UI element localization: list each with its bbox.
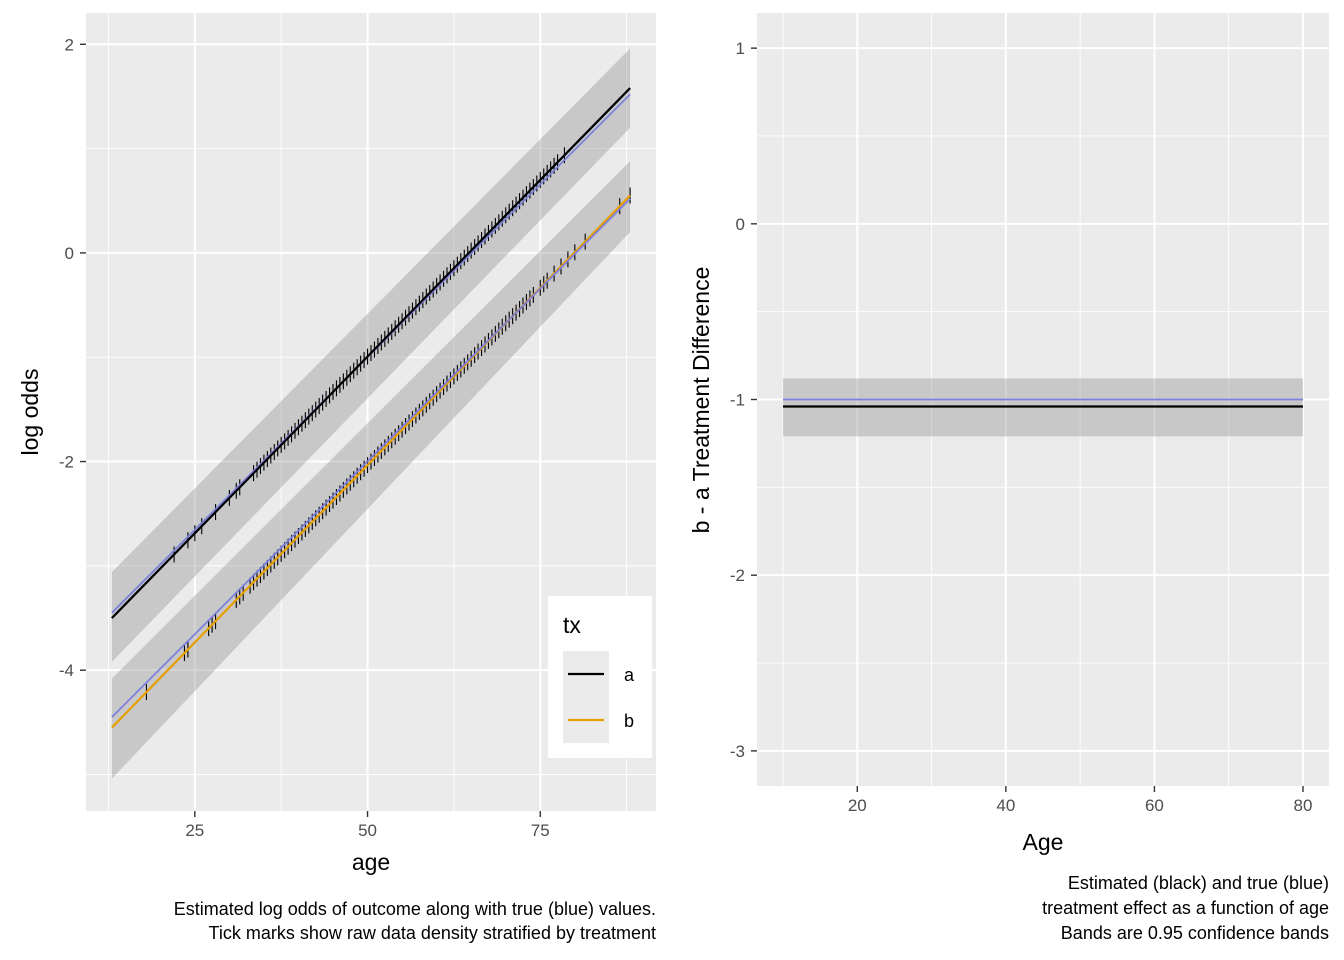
confidence-band-b xyxy=(111,161,631,779)
legend-label-b: b xyxy=(624,711,634,731)
legend: tx a b xyxy=(548,596,652,758)
y-tick-label: 0 xyxy=(65,244,74,263)
series-lines xyxy=(783,398,1303,408)
axes: 25 50 75 2 0 -2 -4 xyxy=(59,35,550,840)
y-tick-label: -2 xyxy=(59,453,74,472)
y-tick-label: -4 xyxy=(59,661,74,680)
caption-line-1: Estimated log odds of outcome along with… xyxy=(174,899,656,919)
y-axis-title: log odds xyxy=(17,369,43,456)
series-lines xyxy=(111,87,631,729)
x-tick-label: 60 xyxy=(1145,796,1164,815)
estimate-line-a-top xyxy=(111,87,631,619)
x-tick-label: 25 xyxy=(185,821,204,840)
x-tick-label: 75 xyxy=(531,821,550,840)
y-tick-label: 1 xyxy=(736,39,745,58)
y-tick-label: -2 xyxy=(730,566,745,585)
x-tick-label: 80 xyxy=(1294,796,1313,815)
x-tick-label: 50 xyxy=(358,821,377,840)
caption-line-3: Bands are 0.95 confidence bands xyxy=(1061,923,1329,943)
true-value-line xyxy=(111,198,631,718)
x-tick-label: 40 xyxy=(996,796,1015,815)
caption-line-2: treatment effect as a function of age xyxy=(1042,898,1329,918)
log-odds-panel: 25 50 75 2 0 -2 -4 tx a b age log odds Estimat… xyxy=(17,13,656,943)
y-tick-label: 2 xyxy=(65,35,74,54)
y-tick-label: -3 xyxy=(730,742,745,761)
y-tick-label: -1 xyxy=(730,391,745,410)
legend-title: tx xyxy=(563,612,581,638)
legend-label-a: a xyxy=(624,665,635,685)
caption-line-1: Estimated (black) and true (blue) xyxy=(1068,873,1329,893)
y-tick-label: 0 xyxy=(736,215,745,234)
treatment-difference-panel: 20 40 60 80 1 0 -1 -2 -3 Age b - a Treatment Dif… xyxy=(688,13,1329,943)
x-axis-title: Age xyxy=(1023,829,1064,855)
x-tick-label: 20 xyxy=(848,796,867,815)
caption-line-2: Tick marks show raw data density stratif… xyxy=(209,923,657,943)
x-axis-title: age xyxy=(352,849,390,875)
axes: 20 40 60 80 1 0 -1 -2 -3 xyxy=(730,39,1313,815)
y-axis-title: b - a Treatment Difference xyxy=(688,267,714,534)
